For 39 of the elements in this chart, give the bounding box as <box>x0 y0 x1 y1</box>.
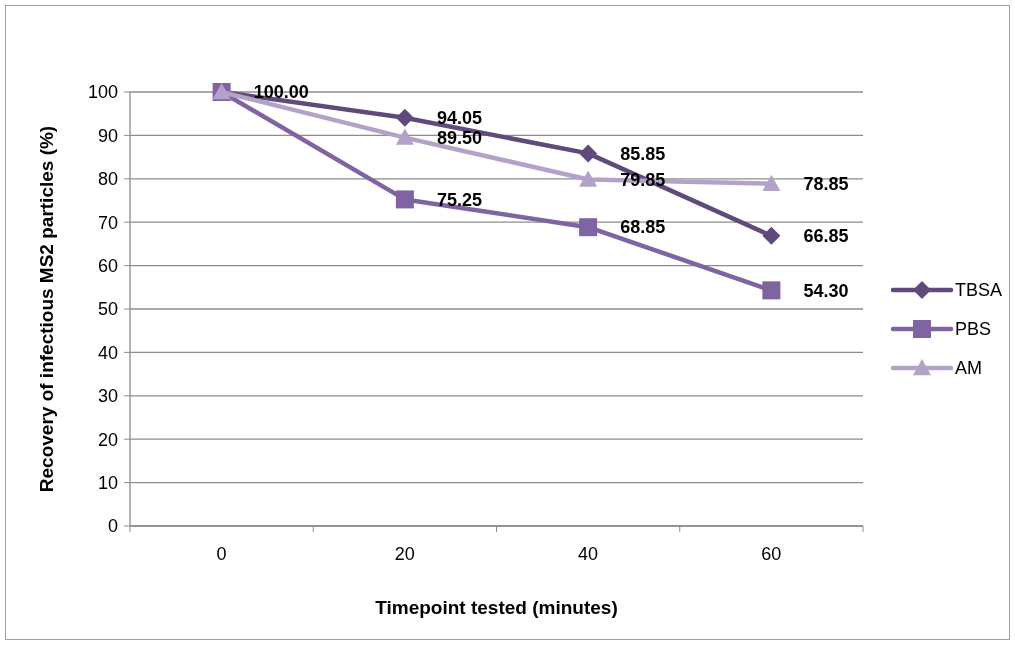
data-label: 85.85 <box>620 143 666 164</box>
y-tick-label: 30 <box>97 386 118 407</box>
y-tick-label: 60 <box>97 255 118 276</box>
data-label: 66.85 <box>803 226 849 247</box>
x-tick-label: 60 <box>761 544 782 564</box>
y-tick-label: 40 <box>97 342 118 363</box>
y-tick-label: 70 <box>97 212 118 233</box>
point <box>579 144 598 163</box>
y-tick-label: 50 <box>97 299 118 320</box>
point <box>579 218 598 237</box>
y-tick-label: 0 <box>107 516 118 537</box>
point <box>579 170 598 187</box>
legend-label: PBS <box>955 319 992 340</box>
point <box>762 281 781 300</box>
data-label: 100.00 <box>253 82 309 103</box>
data-label: 75.25 <box>436 189 482 210</box>
point <box>395 108 414 127</box>
point <box>762 226 781 245</box>
point <box>762 174 781 191</box>
point <box>395 128 414 145</box>
legend-label: AM <box>955 358 982 379</box>
y-tick-label: 10 <box>97 472 118 493</box>
data-label: 68.85 <box>620 217 666 238</box>
point <box>395 190 414 209</box>
data-label: 54.30 <box>803 280 849 301</box>
legend-label: TBSA <box>955 280 1003 301</box>
data-label: 94.05 <box>436 108 482 129</box>
x-tick-label: 20 <box>394 544 415 564</box>
x-tick-label: 40 <box>578 544 599 564</box>
y-tick-label: 20 <box>97 429 118 450</box>
x-tick-label: 0 <box>216 544 227 564</box>
x-axis-title: Timepoint tested (minutes) <box>375 597 618 618</box>
y-axis-title: Recovery of infectious MS2 particles (%) <box>36 125 57 493</box>
data-label: 78.85 <box>803 174 849 195</box>
data-label: 89.50 <box>436 127 482 148</box>
y-tick-label: 100 <box>87 82 118 103</box>
data-label: 79.85 <box>620 169 666 190</box>
y-tick-label: 80 <box>97 169 118 190</box>
y-tick-label: 90 <box>97 125 118 146</box>
